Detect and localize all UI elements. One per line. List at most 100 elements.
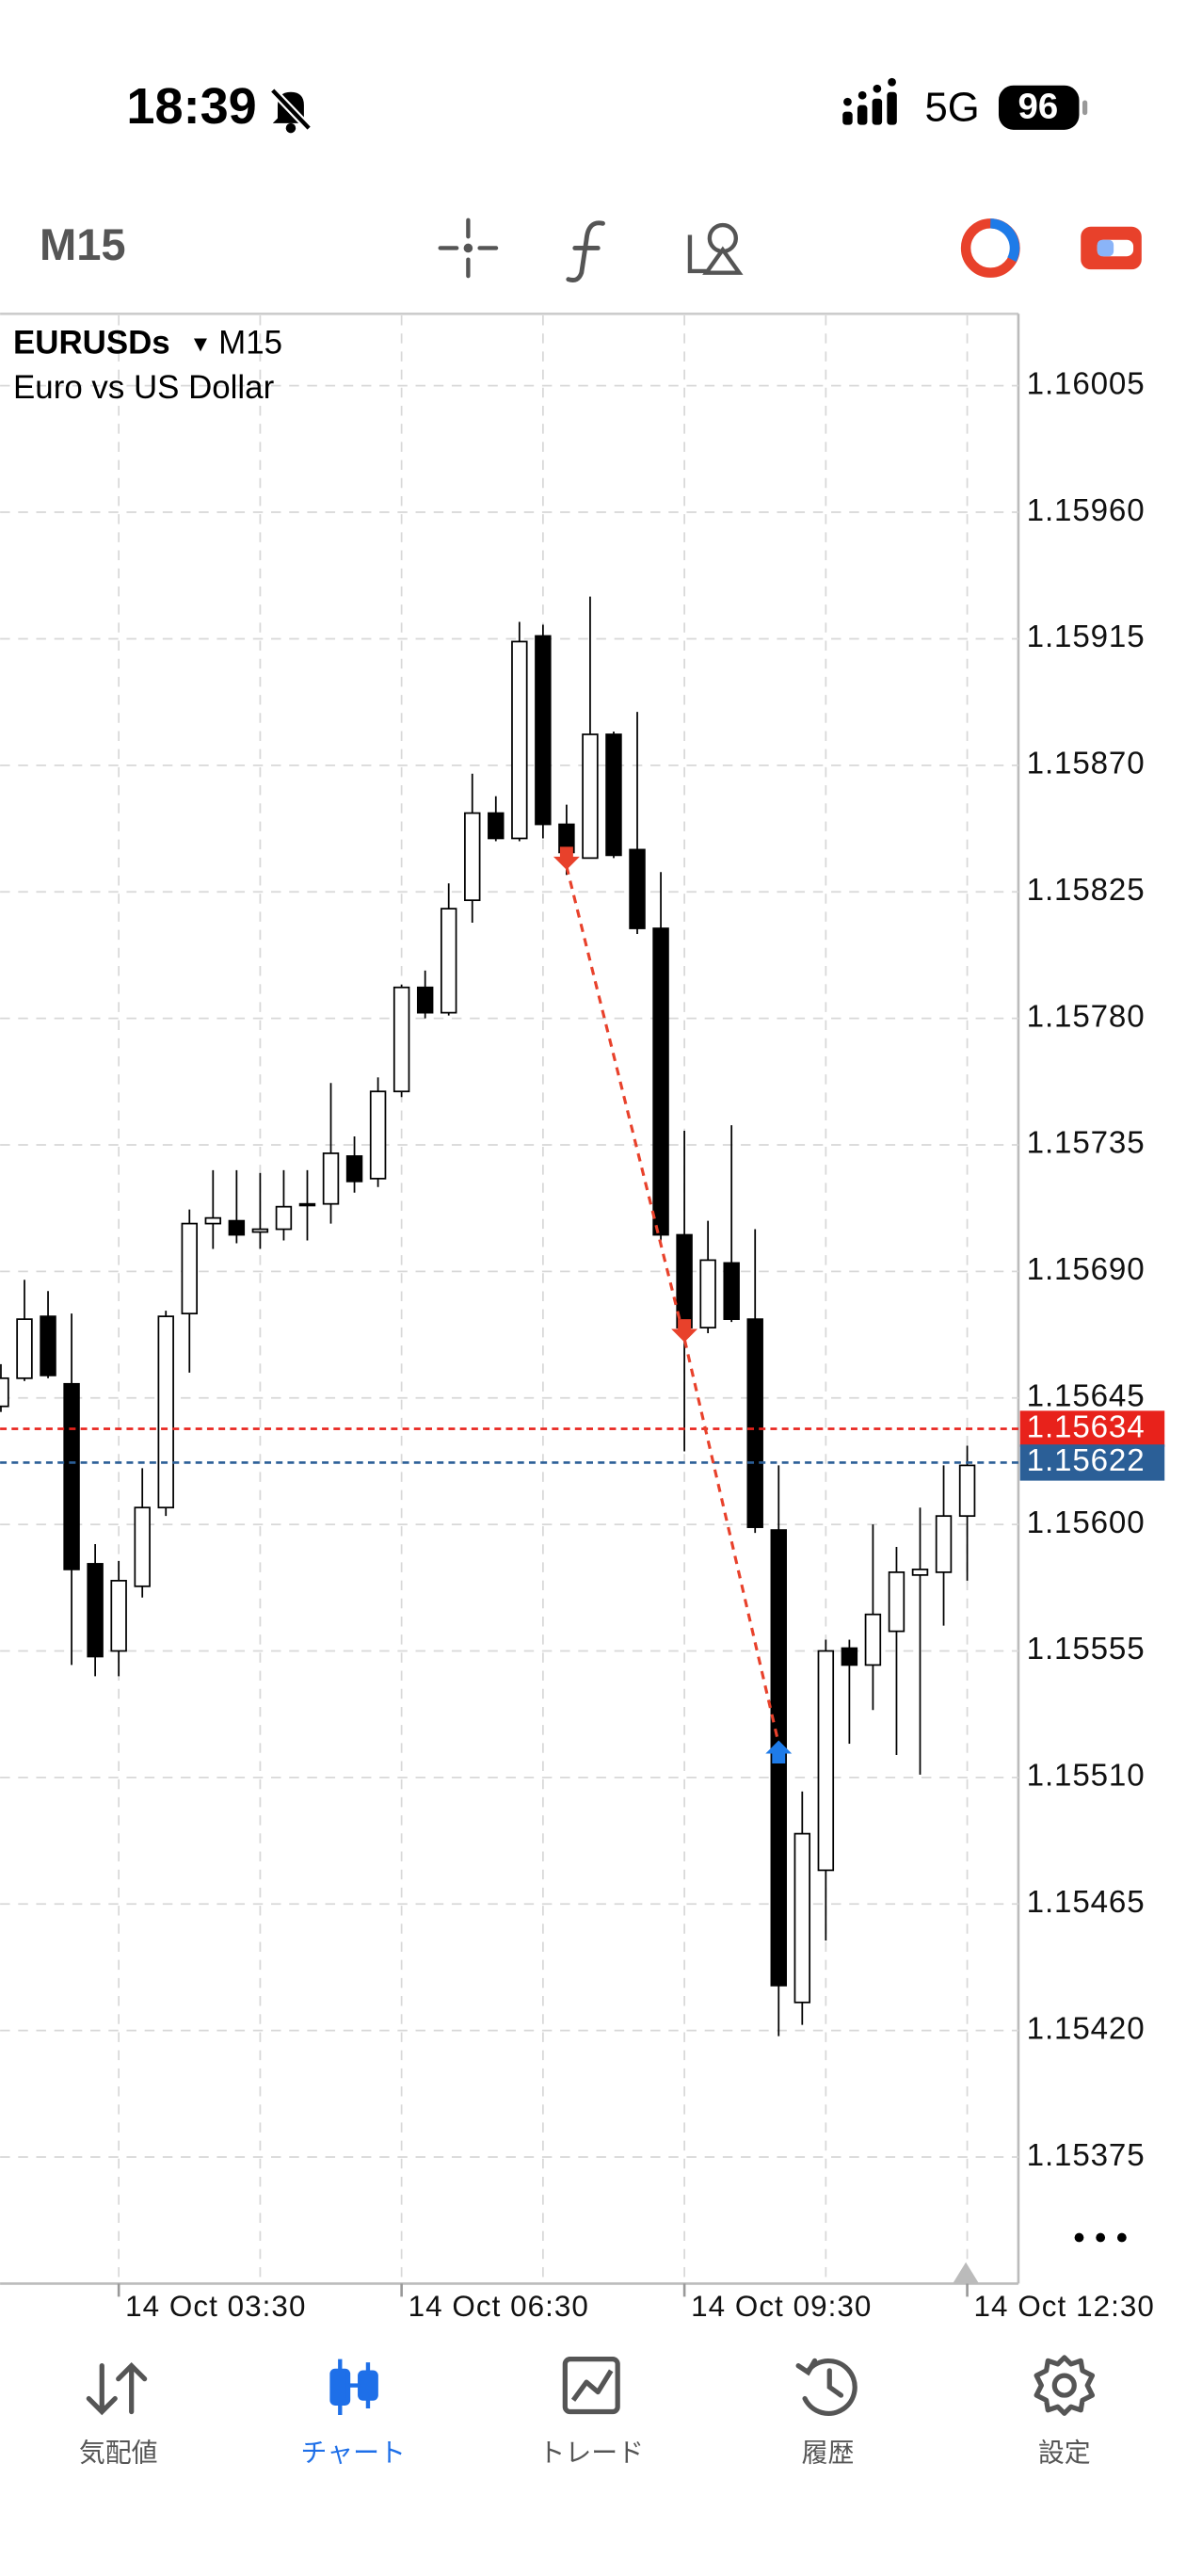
nav-tab-label[interactable]: 気配値 xyxy=(79,2438,158,2467)
trade-icon[interactable] xyxy=(562,2357,620,2415)
y-tick-label: 1.15420 xyxy=(1027,2011,1146,2046)
candle-body xyxy=(322,1152,340,1205)
y-tick-label: 1.15960 xyxy=(1027,493,1146,528)
candle-body xyxy=(511,640,528,840)
y-tick-label: 1.15375 xyxy=(1027,2138,1146,2173)
y-tick-label: 1.15825 xyxy=(1027,873,1146,908)
battery-nub xyxy=(1082,100,1088,116)
chart-icon[interactable] xyxy=(329,2359,378,2415)
crosshair-button[interactable] xyxy=(438,217,499,279)
candle-body xyxy=(440,908,457,1014)
mute-icon xyxy=(269,87,313,134)
y-tick-label: 1.15780 xyxy=(1027,999,1146,1034)
candle-body xyxy=(16,1318,33,1379)
indicators-button[interactable] xyxy=(566,220,605,282)
candle-body xyxy=(393,986,410,1093)
candle-body xyxy=(0,1377,9,1408)
y-tick-label: 1.16005 xyxy=(1027,366,1146,401)
candle-body xyxy=(63,1382,80,1570)
candle-body xyxy=(157,1315,174,1509)
axis: 1.16005 1.15960 1.15915 1.15870 1.15825 1.157… xyxy=(117,366,1165,2323)
candle-body xyxy=(228,1219,246,1236)
objects-button[interactable] xyxy=(687,222,744,275)
candle-body xyxy=(911,1569,929,1576)
candle-body xyxy=(40,1315,56,1377)
nav-tab-label[interactable]: 履歴 xyxy=(802,2438,855,2467)
nav-tab-label[interactable]: チャート xyxy=(301,2438,406,2467)
candle-body xyxy=(204,1216,222,1225)
y-tick-label: 1.15735 xyxy=(1027,1126,1146,1161)
scroll-marker[interactable] xyxy=(953,2262,980,2284)
candle-body xyxy=(488,812,505,840)
x-tick-label: 14 Oct 12:30 xyxy=(974,2290,1155,2323)
signal-icon xyxy=(842,77,897,125)
account-button[interactable] xyxy=(1081,226,1142,270)
candle-body xyxy=(605,733,622,857)
x-tick-label: 14 Oct 09:30 xyxy=(691,2290,872,2323)
candle-body xyxy=(464,812,481,902)
candle-body xyxy=(817,1650,835,1872)
bottom-nav: 気配値 チャート トレード 履歴 設定 xyxy=(79,2438,1091,2467)
symbol[interactable]: EURUSDs xyxy=(13,325,170,362)
grid xyxy=(0,315,1018,2284)
x-tick-label: 14 Oct 03:30 xyxy=(125,2290,306,2323)
quotes-icon[interactable] xyxy=(86,2361,148,2416)
nav-tab-label[interactable]: トレード xyxy=(538,2438,644,2467)
candle-body xyxy=(87,1563,104,1658)
candle-body xyxy=(629,848,646,929)
trade-path xyxy=(565,865,780,1745)
candle-body xyxy=(251,1228,269,1233)
trade-marker xyxy=(671,1319,698,1343)
candle-body xyxy=(582,733,599,860)
candle-body xyxy=(935,1515,953,1573)
symbol-dropdown[interactable] xyxy=(193,338,207,352)
bid-tag xyxy=(1019,1444,1165,1481)
y-tick-label: 1.15870 xyxy=(1027,747,1146,781)
candle-body xyxy=(841,1647,858,1666)
trade-marker xyxy=(553,846,580,870)
candle-body xyxy=(134,1506,151,1587)
y-tick-label: 1.15600 xyxy=(1027,1505,1146,1540)
candle-body xyxy=(723,1262,740,1320)
candle-body xyxy=(181,1222,199,1315)
y-tick-label: 1.15510 xyxy=(1027,1759,1146,1794)
candle-body xyxy=(345,1155,363,1183)
trade-marker xyxy=(765,1740,793,1763)
bid-tag-label: 1.15622 xyxy=(1027,1443,1146,1478)
candle-body xyxy=(535,635,552,826)
more-button[interactable] xyxy=(1074,2232,1127,2243)
symbol-description: Euro vs US Dollar xyxy=(13,369,275,406)
candle-body xyxy=(793,1832,811,2004)
y-tick-label: 1.15465 xyxy=(1027,1885,1146,1920)
candle-body xyxy=(746,1318,763,1528)
ask-tag-label: 1.15634 xyxy=(1027,1409,1146,1444)
x-tick-label: 14 Oct 06:30 xyxy=(409,2290,589,2323)
network-type: 5G xyxy=(924,85,979,130)
candle-body xyxy=(369,1090,387,1180)
candle-body xyxy=(699,1259,716,1328)
settings-icon[interactable] xyxy=(1034,2355,1096,2416)
status-time: 18:39 xyxy=(126,78,256,135)
y-tick-label: 1.15645 xyxy=(1027,1378,1146,1413)
y-tick-label: 1.15690 xyxy=(1027,1252,1146,1287)
candle-body xyxy=(298,1202,316,1207)
candle-body xyxy=(888,1571,906,1633)
candle-body xyxy=(652,927,669,1236)
plot xyxy=(0,596,1018,2037)
candle-body xyxy=(958,1464,976,1518)
chart-timeframe: M15 xyxy=(218,325,282,362)
battery xyxy=(998,85,1080,130)
candle-body xyxy=(110,1579,127,1652)
candle-body xyxy=(275,1205,293,1231)
nav-tab-label[interactable]: 設定 xyxy=(1038,2438,1091,2467)
timeframe-button[interactable]: M15 xyxy=(40,219,126,269)
one-click-trading-button[interactable] xyxy=(960,218,1020,278)
battery-level: 96 xyxy=(1018,86,1059,126)
history-icon[interactable] xyxy=(795,2358,857,2416)
y-tick-label: 1.15915 xyxy=(1027,620,1146,654)
ask-tag xyxy=(1019,1410,1165,1447)
candle-body xyxy=(416,986,434,1014)
candle-body xyxy=(864,1613,882,1666)
y-tick-label: 1.15555 xyxy=(1027,1632,1146,1666)
